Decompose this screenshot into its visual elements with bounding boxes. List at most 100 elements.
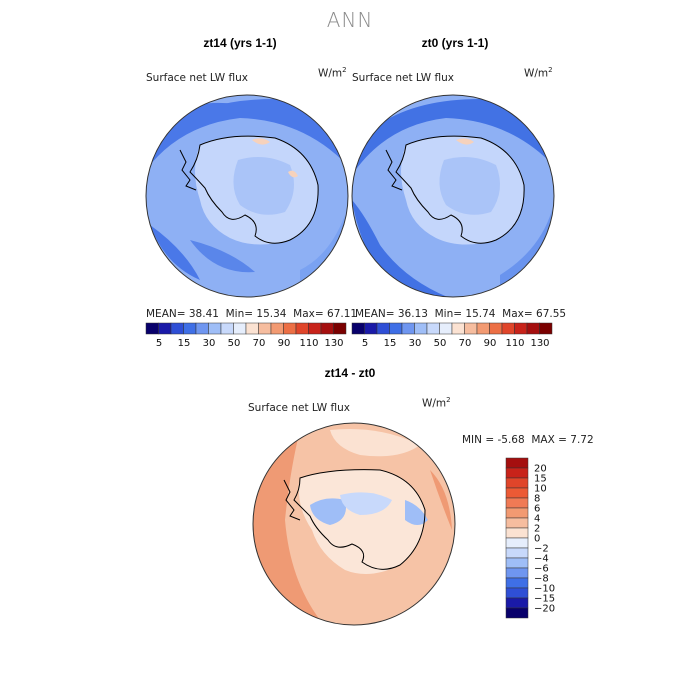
colorbar-difference-swatch <box>505 557 529 569</box>
colorbar-zt0-swatch <box>426 322 440 335</box>
colorbar-difference-swatch <box>505 577 529 589</box>
colorbar-difference-tick-label: 10 <box>534 484 547 495</box>
diff-min-value: -5.68 <box>497 434 525 446</box>
colorbar-zt14-tick-label: 70 <box>253 338 266 349</box>
panel-2-variable: Surface net LW flux <box>352 72 454 84</box>
colorbar-difference-swatch <box>505 497 529 509</box>
colorbar-difference-tick-label: −6 <box>534 564 549 575</box>
colorbar-zt0-tick-label: 70 <box>459 338 472 349</box>
map-difference <box>252 422 456 626</box>
colorbar-zt0-tick-label: 110 <box>505 338 524 349</box>
panel-2-mean-value: 36.13 <box>397 308 428 320</box>
colorbar-zt0-tick-label: 50 <box>434 338 447 349</box>
colorbar-zt0-swatch <box>514 322 528 335</box>
colorbar-difference-swatch <box>505 567 529 579</box>
colorbar-zt14-swatch <box>333 322 347 335</box>
colorbar-difference-swatch <box>505 517 529 529</box>
diff-max-value: 7.72 <box>570 434 594 446</box>
colorbar-zt14-swatch <box>233 322 247 335</box>
panel-1-units-base: W/m <box>318 67 343 80</box>
colorbar-difference-swatch <box>505 607 529 619</box>
colorbar-zt14-tick-label: 130 <box>324 338 343 349</box>
colorbar-zt0-tick-label: 90 <box>484 338 497 349</box>
diff-max-label: MAX = <box>531 434 567 446</box>
colorbar-zt14-tick-label: 15 <box>178 338 191 349</box>
diff-min-label: MIN = <box>462 434 495 446</box>
colorbar-difference-swatch <box>505 597 529 609</box>
colorbar-zt14-swatch <box>245 322 259 335</box>
panel-1-max-label: Max= <box>293 308 324 320</box>
colorbar-zt14: 5 15 30 50 70 90 110 130 <box>145 322 347 349</box>
colorbar-zt14-swatch <box>195 322 209 335</box>
colorbar-zt0-tick-label: 5 <box>362 338 368 349</box>
panel-1-title: zt14 (yrs 1-1) <box>203 36 277 50</box>
colorbar-zt14-swatch <box>170 322 184 335</box>
colorbar-zt0: 5 15 30 50 70 90 110 130 <box>351 322 553 349</box>
colorbar-zt0-swatch <box>451 322 465 335</box>
colorbar-difference-tick-label: −20 <box>534 604 555 615</box>
colorbar-zt14-swatch <box>208 322 222 335</box>
colorbar-zt0-tick-label: 130 <box>530 338 549 349</box>
colorbar-zt0-swatch <box>489 322 503 335</box>
colorbar-difference-tick-label: 2 <box>534 524 540 535</box>
panel-2-units-base: W/m <box>524 67 549 80</box>
colorbar-zt0-swatch <box>476 322 490 335</box>
colorbar-zt0-swatch <box>501 322 515 335</box>
panel-2-max-value: 67.55 <box>536 308 567 320</box>
diff-variable: Surface net LW flux <box>248 402 350 414</box>
panel-1-min-label: Min= <box>225 308 254 320</box>
colorbar-zt0-swatch <box>464 322 478 335</box>
colorbar-zt14-swatch <box>183 322 197 335</box>
colorbar-difference-swatch <box>505 467 529 479</box>
diff-units-exp: 2 <box>446 396 451 404</box>
colorbar-zt0-swatch <box>376 322 390 335</box>
panel-1-max-value: 67.11 <box>327 308 358 320</box>
colorbar-zt0-swatch <box>439 322 453 335</box>
colorbar-zt0-swatch <box>526 322 540 335</box>
panel-2-mean-label: MEAN= <box>355 308 395 320</box>
panel-1-units: W/m2 <box>318 66 347 80</box>
panel-1-stats: MEAN= 38.41 Min= 15.34 Max= 67.11 <box>146 308 357 320</box>
colorbar-difference-tick-label: −2 <box>534 544 549 555</box>
colorbar-difference-tick-label: 6 <box>534 504 540 515</box>
panel-1-mean-value: 38.41 <box>188 308 219 320</box>
colorbar-difference-swatch <box>505 487 529 499</box>
colorbar-zt14-tick-label: 110 <box>299 338 318 349</box>
panel-2-min-label: Min= <box>434 308 463 320</box>
diff-units: W/m2 <box>422 396 451 410</box>
colorbar-zt14-tick-label: 5 <box>156 338 162 349</box>
colorbar-zt0-swatch <box>389 322 403 335</box>
colorbar-zt14-swatch <box>320 322 334 335</box>
colorbar-difference-swatch <box>505 477 529 489</box>
colorbar-zt14-swatch <box>258 322 272 335</box>
colorbar-difference-tick-label: 4 <box>534 514 540 525</box>
panel-1-min-value: 15.34 <box>256 308 287 320</box>
map-zt0 <box>351 94 555 298</box>
diff-stats: MIN = -5.68 MAX = 7.72 <box>462 434 594 446</box>
colorbar-zt0-swatch <box>539 322 553 335</box>
colorbar-difference-swatch <box>505 527 529 539</box>
panel-1-units-exp: 2 <box>342 66 347 74</box>
colorbar-difference-swatch <box>505 547 529 559</box>
colorbar-zt14-tick-label: 90 <box>278 338 291 349</box>
figure-title: ANN <box>326 8 374 32</box>
colorbar-zt0-tick-label: 15 <box>384 338 397 349</box>
diff-title: zt14 - zt0 <box>324 366 376 380</box>
colorbar-difference-tick-label: 8 <box>534 494 540 505</box>
colorbar-difference-tick-label: 15 <box>534 474 547 485</box>
panel-2-stats: MEAN= 36.13 Min= 15.74 Max= 67.55 <box>355 308 566 320</box>
colorbar-difference-tick-label: −8 <box>534 574 549 585</box>
colorbar-zt14-swatch <box>270 322 284 335</box>
colorbar-difference-tick-label: −10 <box>534 584 555 595</box>
map-zt14 <box>145 94 349 298</box>
panel-2-units-exp: 2 <box>548 66 553 74</box>
colorbar-zt14-swatch <box>158 322 172 335</box>
colorbar-difference-tick-label: 20 <box>534 464 547 475</box>
colorbar-zt0-swatch <box>414 322 428 335</box>
colorbar-zt14-tick-label: 50 <box>228 338 241 349</box>
panel-2-min-value: 15.74 <box>465 308 496 320</box>
colorbar-zt14-swatch <box>308 322 322 335</box>
colorbar-difference-tick-label: 0 <box>534 534 540 545</box>
